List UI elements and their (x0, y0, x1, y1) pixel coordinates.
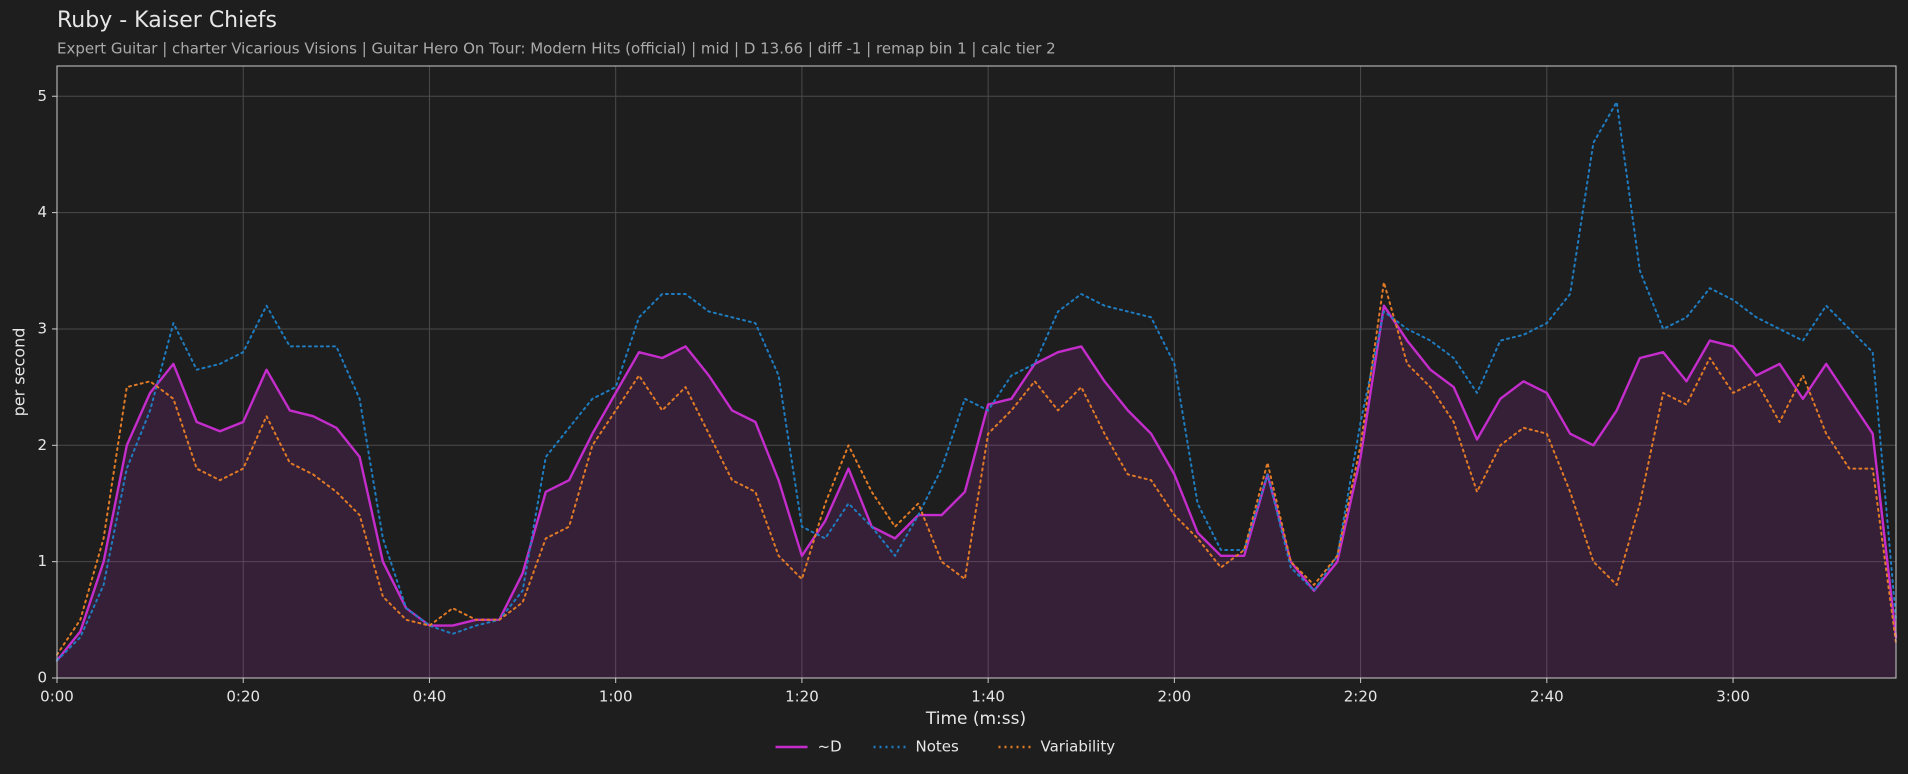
x-tick-label: 1:00 (599, 688, 633, 706)
y-axis-label: per second (10, 328, 29, 417)
y-tick-label: 0 (37, 669, 47, 687)
line (56, 281, 1897, 656)
area (57, 305, 1896, 678)
chart-subtitle: Expert Guitar | charter Vicarious Vision… (57, 40, 1056, 58)
x-tick-label: 1:40 (971, 688, 1005, 706)
y-tick-label: 3 (37, 319, 47, 337)
line (55, 304, 1898, 662)
x-tick-label: 3:00 (1716, 688, 1750, 706)
legend-label: Variability (1041, 738, 1116, 756)
x-tick-label: 2:20 (1344, 688, 1378, 706)
legend-label: Notes (916, 738, 960, 756)
y-tick-label: 4 (37, 203, 47, 221)
x-tick-label: 2:40 (1530, 688, 1564, 706)
line (56, 101, 1897, 662)
x-tick-label: 2:00 (1158, 688, 1192, 706)
x-axis-label: Time (m:ss) (925, 709, 1026, 729)
y-tick-label: 5 (37, 87, 47, 105)
y-tick-label: 2 (37, 436, 47, 454)
x-tick-label: 1:20 (785, 688, 819, 706)
x-tick-label: 0:20 (226, 688, 260, 706)
y-tick-label: 1 (37, 552, 47, 570)
legend-label: ~D (818, 738, 842, 756)
x-tick-label: 0:00 (40, 688, 74, 706)
chart-title: Ruby - Kaiser Chiefs (57, 8, 277, 33)
x-tick-label: 0:40 (413, 688, 447, 706)
plot-frame (56, 65, 1897, 679)
